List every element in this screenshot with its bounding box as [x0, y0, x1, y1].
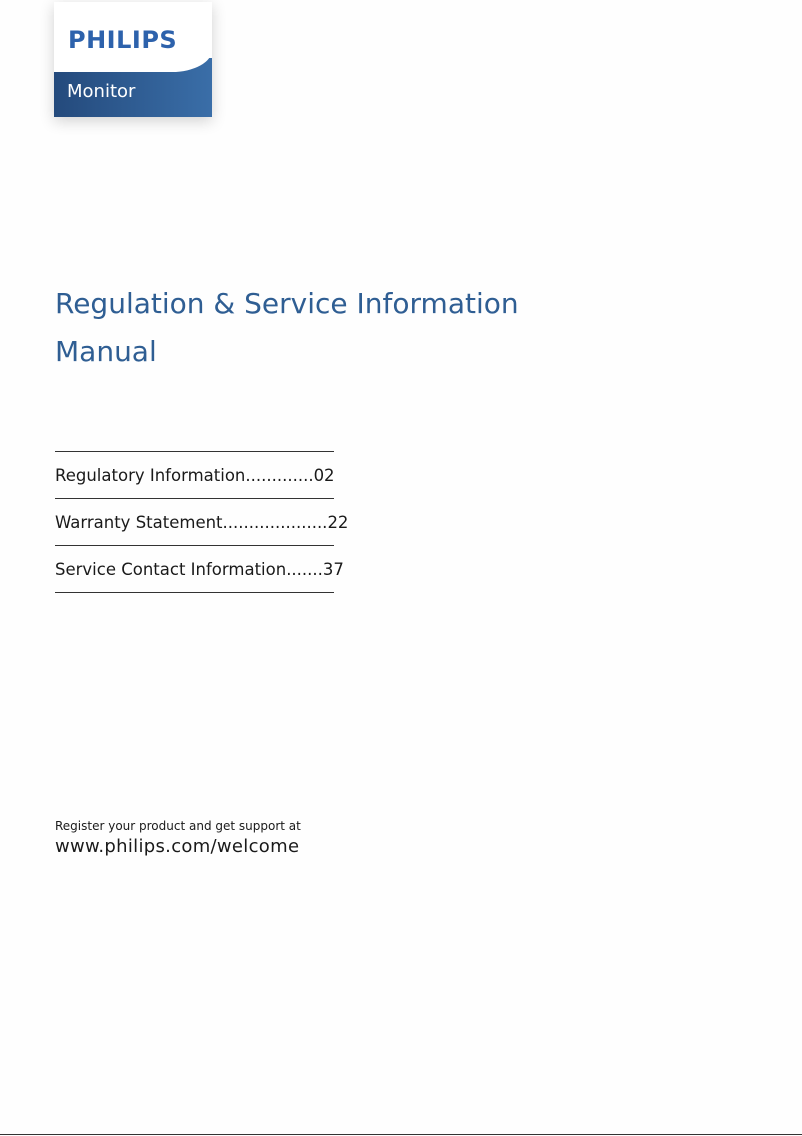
logo-product: Monitor — [67, 81, 136, 102]
toc-page: 37 — [322, 559, 344, 579]
support-url[interactable]: www.philips.com/welcome — [55, 836, 300, 857]
toc-page: 22 — [327, 512, 349, 532]
bottom-divider — [0, 1134, 802, 1135]
toc-item-service-contact[interactable]: Service Contact Information ....... 37 — [55, 545, 344, 593]
title-line-1: Regulation & Service Information — [55, 287, 519, 320]
title-line-2: Manual — [55, 335, 157, 368]
philips-monitor-logo: PHILIPS Monitor — [54, 2, 212, 117]
toc-leader: ............. — [245, 465, 314, 485]
register-text: Register your product and get support at — [55, 819, 301, 833]
toc-leader: .................... — [222, 512, 328, 532]
page-title: Regulation & Service Information Manual — [55, 280, 655, 376]
logo-white-area — [54, 2, 212, 72]
toc-label: Regulatory Information — [55, 465, 246, 485]
toc-page: 02 — [313, 465, 335, 485]
toc-item-regulatory[interactable]: Regulatory Information ............. 02 — [55, 451, 335, 498]
toc-label: Service Contact Information — [55, 559, 287, 579]
toc-label: Warranty Statement — [55, 512, 223, 532]
table-of-contents: Regulatory Information ............. 02 W… — [55, 451, 348, 593]
toc-item-warranty[interactable]: Warranty Statement .................... 2… — [55, 498, 348, 545]
toc-leader: ....... — [286, 559, 323, 579]
logo-brand: PHILIPS — [68, 26, 178, 54]
